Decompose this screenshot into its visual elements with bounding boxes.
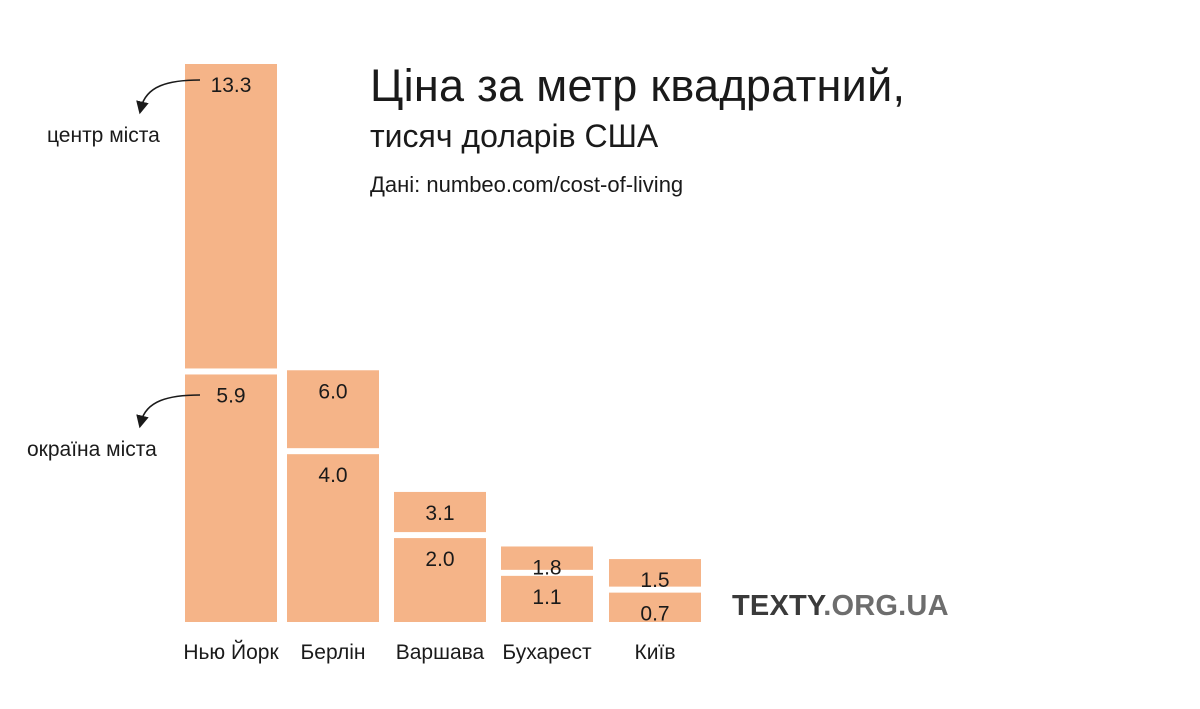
value-label-center: 6.0 bbox=[318, 380, 347, 403]
brand-logo: TEXTY.ORG.UA bbox=[732, 590, 949, 623]
category-label: Берлін bbox=[301, 641, 366, 664]
data-source: Дані: numbeo.com/cost-of-living bbox=[370, 172, 684, 197]
bar-outskirts bbox=[185, 374, 277, 622]
value-label-outskirts: 4.0 bbox=[318, 464, 347, 487]
category-label: Нью Йорк bbox=[183, 640, 279, 664]
bar-center bbox=[287, 370, 379, 449]
annotation-arrow-outskirts bbox=[136, 394, 201, 429]
category-label: Бухарест bbox=[502, 641, 592, 664]
bar-outskirts bbox=[501, 575, 593, 622]
category-label: Київ bbox=[635, 641, 676, 664]
value-label-outskirts: 5.9 bbox=[216, 384, 245, 407]
category-label: Варшава bbox=[396, 641, 485, 664]
chart-title: Ціна за метр квадратний, bbox=[370, 60, 906, 111]
bar-outskirts bbox=[287, 454, 379, 622]
bar-center bbox=[609, 559, 701, 587]
bar-center bbox=[501, 546, 593, 570]
value-label-outskirts: 2.0 bbox=[425, 548, 454, 571]
value-label-outskirts: 1.1 bbox=[532, 586, 561, 609]
value-label-outskirts: 0.7 bbox=[640, 603, 669, 626]
bar-outskirts bbox=[394, 538, 486, 622]
chart-subtitle: тисяч доларів США bbox=[370, 118, 659, 154]
value-label-center: 1.5 bbox=[640, 569, 669, 592]
value-label-center: 1.8 bbox=[532, 556, 561, 579]
annotation-city-center: центр міста bbox=[47, 124, 160, 147]
value-label-center: 13.3 bbox=[211, 74, 252, 97]
bar-center bbox=[394, 491, 486, 533]
value-label-center: 3.1 bbox=[425, 502, 454, 525]
brand-name: TEXTY bbox=[732, 590, 824, 622]
bar-center bbox=[185, 64, 277, 369]
brand-domain: .ORG.UA bbox=[823, 590, 949, 622]
bar-outskirts bbox=[609, 592, 701, 622]
annotation-city-outskirts: окраїна міста bbox=[27, 438, 157, 461]
annotation-arrow-center bbox=[136, 79, 201, 115]
